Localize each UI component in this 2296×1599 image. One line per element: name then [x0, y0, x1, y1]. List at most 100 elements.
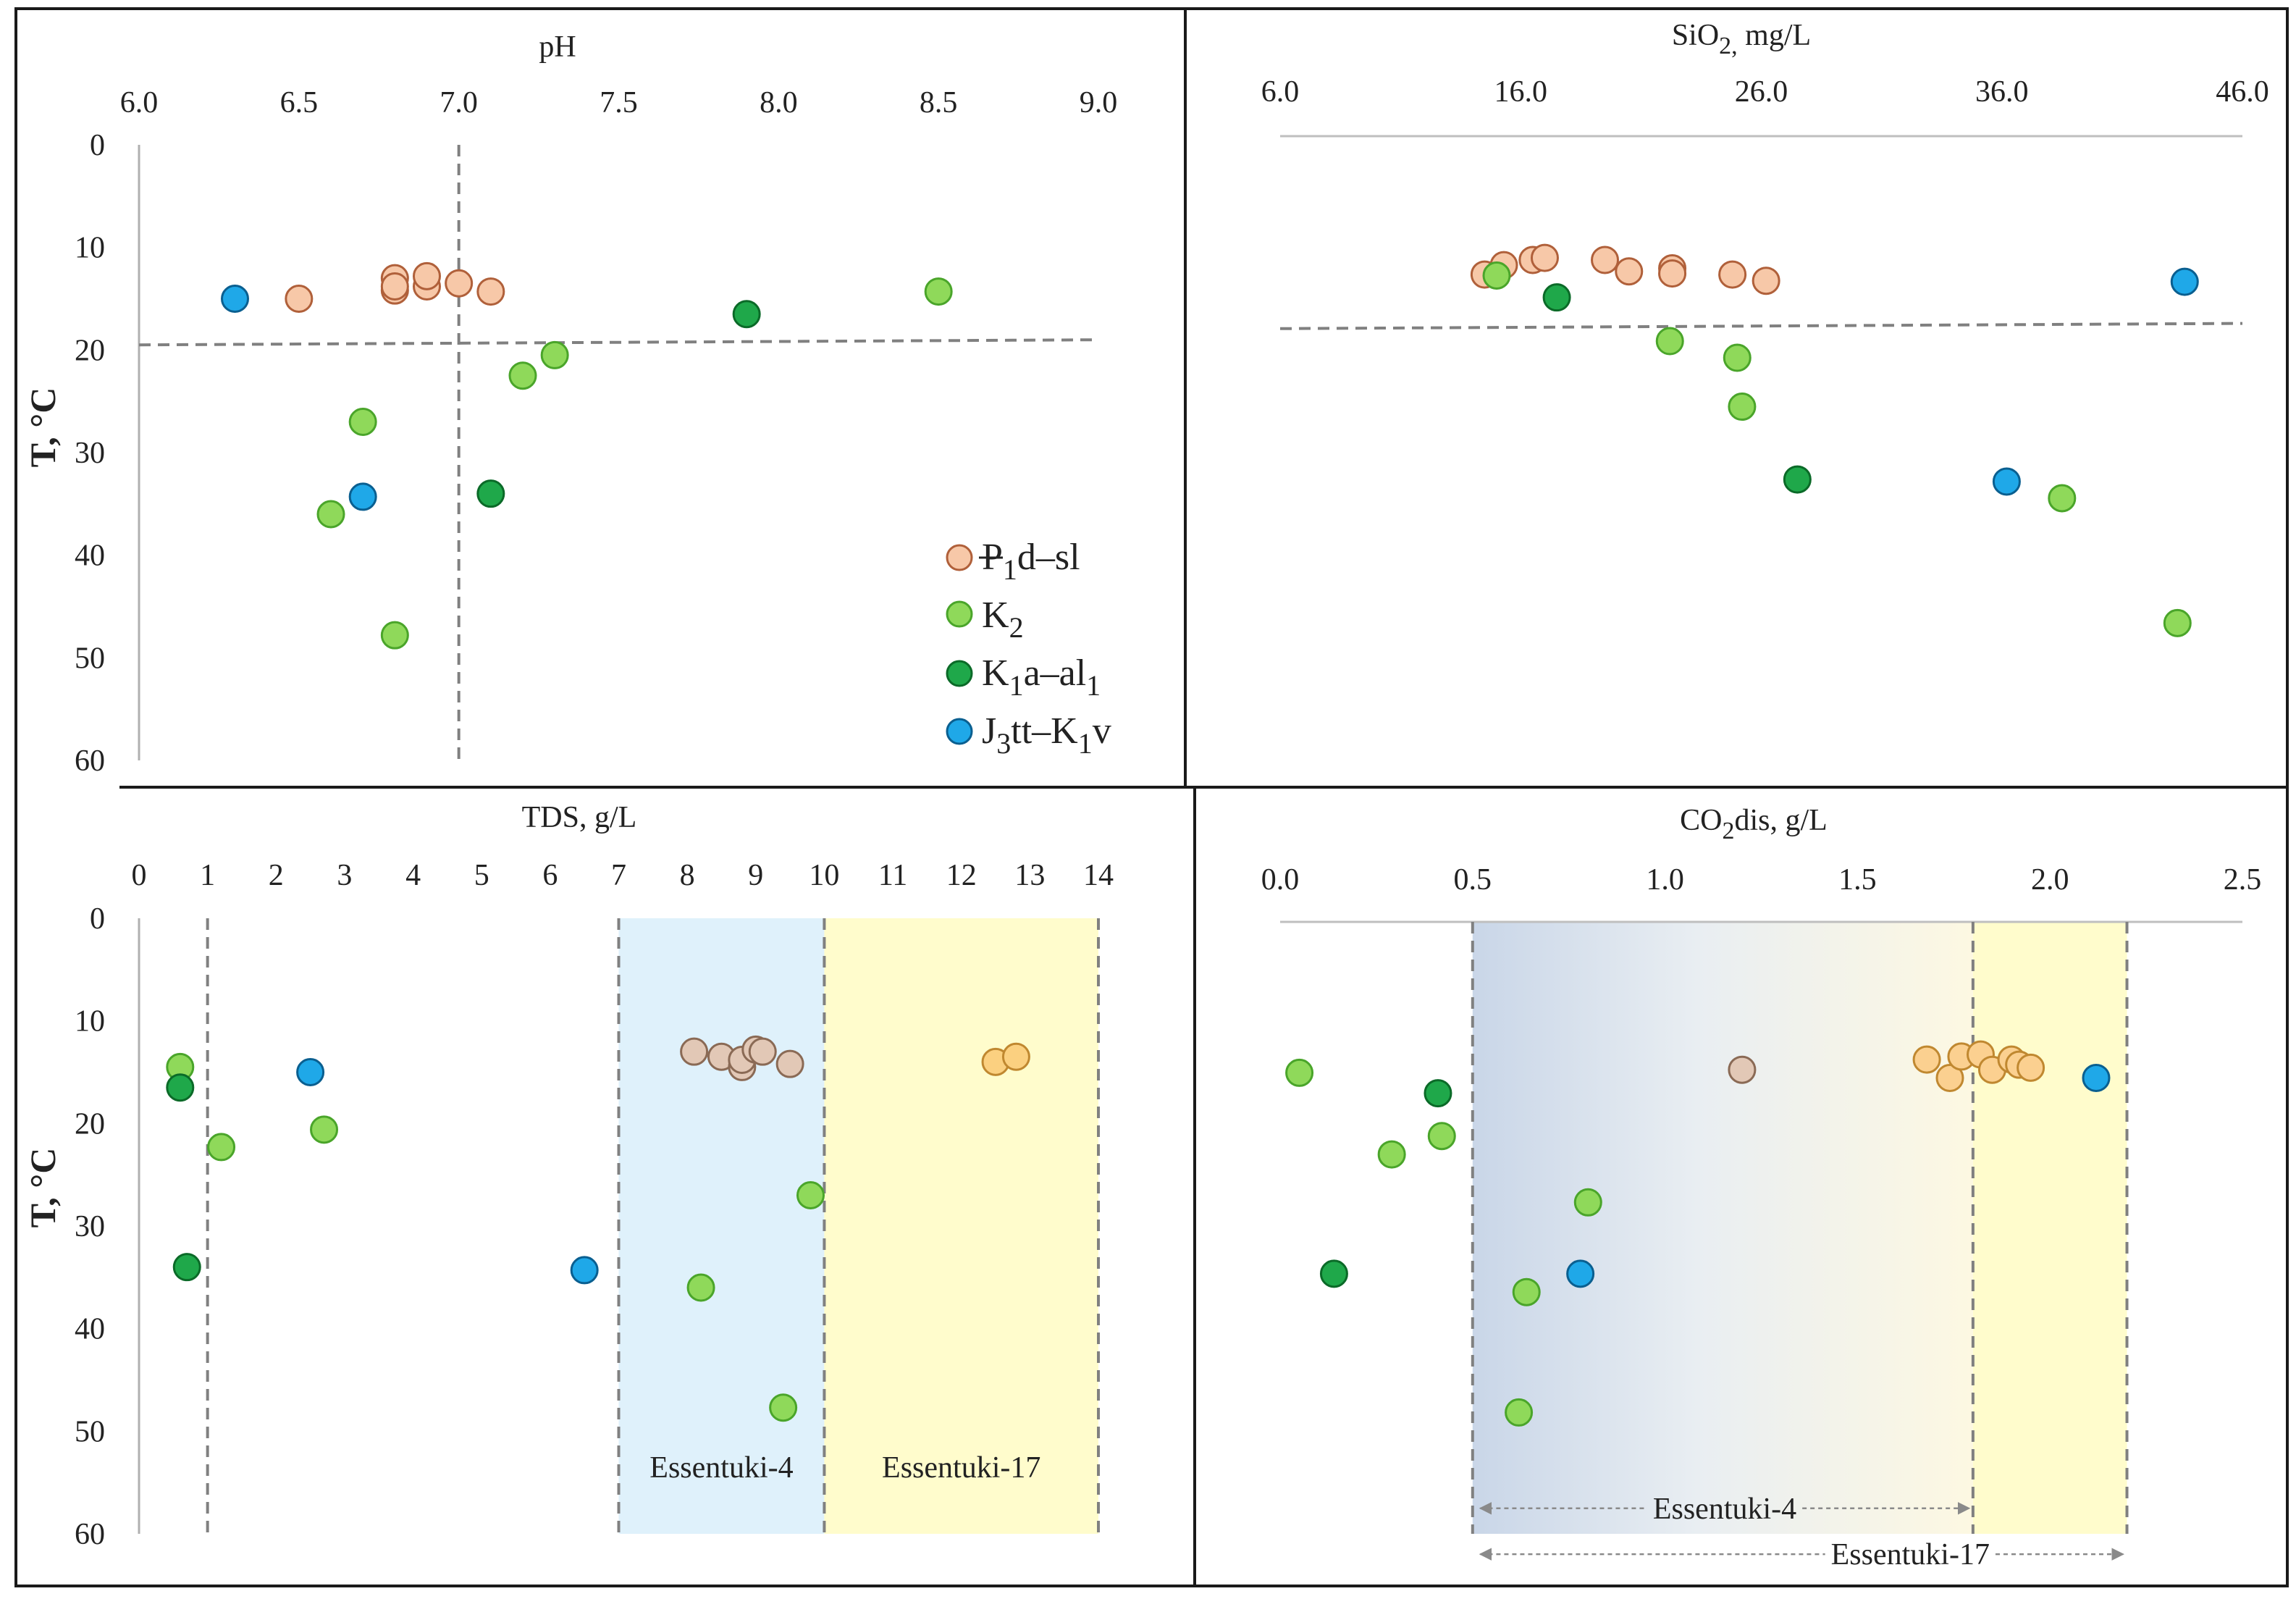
ph-x-tick-label: 7.0	[440, 86, 478, 119]
tds-y-tick-label: 40	[75, 1313, 105, 1346]
tds-y-tick-label: 10	[75, 1005, 105, 1038]
ph-point-k1a-al1	[732, 300, 761, 329]
ph-point-k2	[380, 621, 409, 650]
ph-x-tick-label: 8.5	[920, 86, 958, 119]
co2-region-1	[1972, 922, 2127, 1534]
sio2-point-k2	[1728, 393, 1757, 421]
ph-x-tick-label: 6.0	[120, 86, 159, 119]
legend: P1d–sl K2 K1a–al1 J3tt–K1v	[946, 537, 1111, 760]
sio2-point-k2	[1723, 343, 1752, 372]
sio2-point-k2	[2163, 608, 2192, 637]
panel-sio2-chart: 6.0 16.0 26.0 36.0 46.0 SiO2, mg/L	[1261, 19, 2269, 637]
legend-item-pd-sl: P1d–sl	[946, 537, 1080, 586]
panel-co2-chart: 0.0 0.5 1.0 1.5 2.0 2.5 Essentuki-4 Essentuki-1…	[1261, 804, 2262, 1571]
ph-y-tick-label: 0	[90, 129, 105, 162]
tds-point-k2	[310, 1115, 339, 1144]
tds-y-tick-label: 50	[75, 1415, 105, 1448]
sio2-point-j3tt-k1v	[2170, 267, 2199, 296]
ph-y-tick-label: 10	[75, 232, 105, 265]
sio2-point-k1a-al1	[1542, 283, 1571, 312]
tds-chart-title: TDS, g/L	[522, 801, 637, 834]
tds-x-tick-label: 1	[200, 859, 215, 892]
ph-x-tick-label: 7.5	[600, 86, 638, 119]
tds-y-axis-label: T, °C	[22, 1148, 63, 1228]
ph-y-tick-label: 40	[75, 540, 105, 573]
co2-x-tick-label: 1.5	[1838, 863, 1877, 897]
legend-marker-pd-sl	[946, 544, 973, 571]
co2-arrow-label-0: Essentuki-4	[1653, 1493, 1796, 1526]
co2-arrow-label-1: Essentuki-17	[1831, 1538, 1990, 1571]
ph-point-k2	[508, 361, 537, 390]
tds-point-pd-sl	[1001, 1042, 1030, 1071]
co2-point-pd-sl	[1728, 1055, 1757, 1084]
co2-point-k1a-al1	[1319, 1259, 1348, 1288]
legend-item-k1a-al1: K1a–al1	[946, 652, 1101, 702]
tds-point-j3tt-k1v	[570, 1256, 599, 1285]
tds-y-tick-label: 30	[75, 1210, 105, 1243]
sio2-point-pd-sl	[1718, 260, 1747, 289]
sio2-x-tick-label: 16.0	[1494, 75, 1548, 109]
panel-tds-chart: 0 1 2 3 4 5 6 7 8 9 10 11 12 13 140102030405060Essentu…	[22, 801, 1114, 1551]
ph-y-tick-label: 50	[75, 642, 105, 675]
co2-point-k2	[1505, 1398, 1534, 1427]
ph-point-k2	[924, 277, 953, 306]
ph-point-pd-sl	[380, 272, 409, 301]
ph-point-j3tt-k1v	[221, 285, 249, 313]
co2-x-tick-label: 1.0	[1646, 863, 1684, 897]
tds-x-tick-label: 8	[680, 859, 695, 892]
tds-x-tick-label: 2	[269, 859, 284, 892]
ph-point-pd-sl	[476, 277, 505, 306]
ph-x-tick-label: 9.0	[1080, 86, 1118, 119]
legend-marker-k2	[946, 600, 973, 628]
ph-point-k2	[316, 500, 345, 529]
legend-label-k2: K2	[982, 595, 1024, 644]
co2-x-tick-label: 0.5	[1454, 863, 1492, 897]
sio2-chart-title: SiO2, mg/L	[1672, 19, 1811, 59]
ph-point-k2	[348, 408, 377, 436]
sio2-point-k2	[2048, 484, 2077, 513]
legend-item-j3tt-k1v: J3tt–K1v	[946, 710, 1111, 760]
ph-guide-line-1	[138, 338, 1099, 347]
ph-point-j3tt-k1v	[348, 482, 377, 511]
tds-region-0	[618, 918, 825, 1534]
tds-y-tick-label: 20	[75, 1107, 105, 1141]
legend-marker-k1a-al1	[946, 660, 973, 687]
ph-y-tick-label: 60	[75, 744, 105, 778]
co2-region-0	[1472, 922, 1973, 1534]
ph-point-k2	[540, 340, 569, 369]
tds-x-tick-label: 3	[337, 859, 352, 892]
tds-x-tick-label: 12	[946, 859, 977, 892]
tds-point-j3tt-k1v	[296, 1058, 325, 1086]
tds-point-k1a-al1	[166, 1073, 195, 1102]
legend-label-k1a-al1: K1a–al1	[982, 652, 1101, 702]
sio2-point-pd-sl	[1591, 245, 1620, 274]
co2-point-pd-sl	[2017, 1053, 2045, 1082]
co2-chart-title: CO2dis, g/L	[1680, 804, 1828, 844]
tds-y-tick-label: 60	[75, 1518, 105, 1551]
tds-point-pd-sl	[680, 1037, 709, 1066]
sio2-point-pd-sl	[1752, 266, 1780, 295]
tds-x-tick-label: 6	[542, 859, 558, 892]
co2-x-tick-label: 0.0	[1261, 863, 1300, 897]
panel-ph-chart: 6.0 6.5 7.0 7.5 8.0 8.5 9.0 0 10 20 30 40 50 60 pH T,…	[22, 30, 1117, 778]
sio2-point-pd-sl	[1615, 257, 1644, 286]
co2-point-j3tt-k1v	[1566, 1259, 1595, 1288]
tds-x-tick-label: 10	[809, 859, 839, 892]
co2-point-j3tt-k1v	[2082, 1063, 2111, 1092]
sio2-x-tick-label: 6.0	[1261, 75, 1300, 109]
sio2-point-pd-sl	[1530, 243, 1559, 272]
sio2-point-k2	[1482, 261, 1511, 290]
sio2-guide-line-0	[1279, 322, 2243, 330]
sio2-x-tick-label: 26.0	[1735, 75, 1788, 109]
co2-point-k2	[1512, 1277, 1541, 1306]
sio2-point-k2	[1655, 327, 1684, 356]
ph-y-axis-label: T, °C	[22, 387, 63, 468]
figure-frame	[14, 7, 2289, 1587]
ph-x-tick-label: 8.0	[760, 86, 798, 119]
legend-item-k2: K2	[946, 595, 1024, 644]
ph-point-k1a-al1	[476, 479, 505, 508]
sio2-point-j3tt-k1v	[1992, 467, 2021, 496]
ph-y-tick-label: 30	[75, 437, 105, 470]
co2-point-k2	[1573, 1188, 1602, 1217]
